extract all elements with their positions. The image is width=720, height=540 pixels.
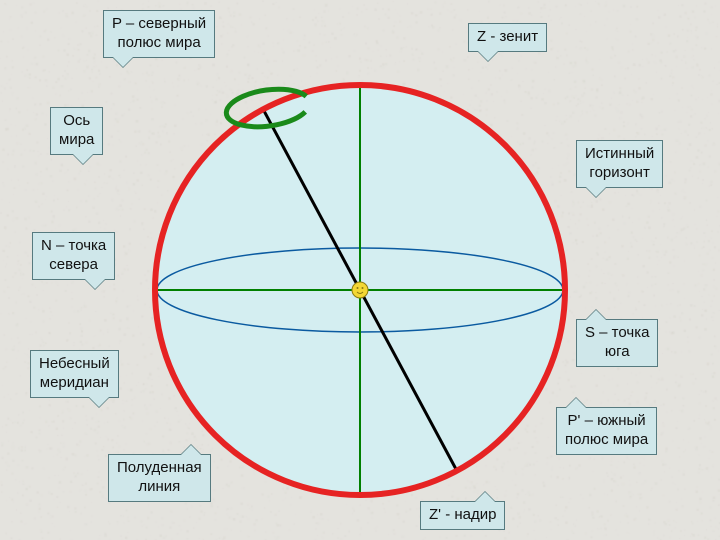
- label-cel-meridian: Небесный меридиан: [30, 350, 119, 398]
- label-nadir: Z' - надир: [420, 501, 505, 530]
- label-zenith: Z - зенит: [468, 23, 547, 52]
- label-p-south: P' – южный полюс мира: [556, 407, 657, 455]
- label-axis-mundi: Ось мира: [50, 107, 103, 155]
- label-south-point: S – точка юга: [576, 319, 658, 367]
- label-p-north: P – северный полюс мира: [103, 10, 215, 58]
- label-true-horizon: Истинный горизонт: [576, 140, 663, 188]
- label-noon-line: Полуденная линия: [108, 454, 211, 502]
- label-north-point: N – точка севера: [32, 232, 115, 280]
